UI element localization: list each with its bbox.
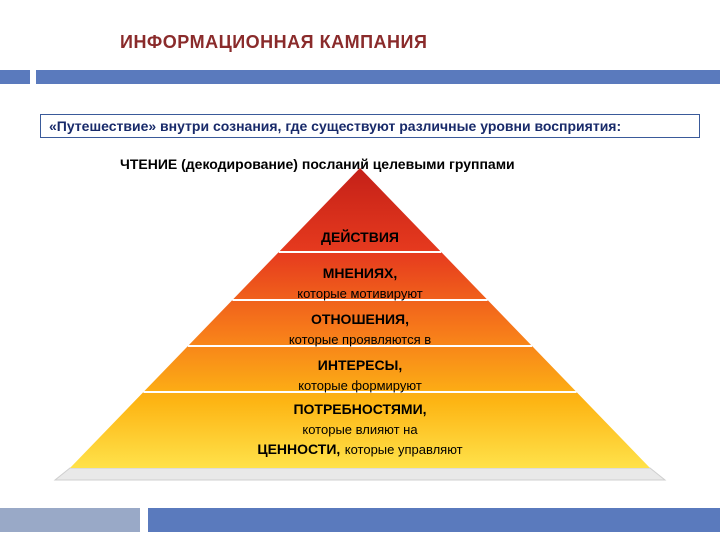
level-sub: которые проявляются в: [289, 332, 431, 347]
page-title: ИНФОРМАЦИОННАЯ КАМПАНИЯ: [120, 32, 427, 53]
pyramid: ДЕЙСТВИЯ МНЕНИЯХ, которые мотивируют ОТНОШЕ…: [0, 168, 720, 488]
level-extra-sub: которые управляют: [345, 442, 463, 457]
level-sub: которые влияют на: [302, 422, 417, 437]
pyramid-level-1: МНЕНИЯХ, которые мотивируют: [0, 264, 720, 304]
level-sub: которые мотивируют: [297, 286, 423, 301]
level-sub: которые формируют: [298, 378, 422, 393]
level-main: ИНТЕРЕСЫ,: [318, 357, 402, 373]
level-main: МНЕНИЯХ,: [323, 265, 398, 281]
level-main: ПОТРЕБНОСТЯМИ,: [293, 401, 426, 417]
bottom-bar-segment-right: [148, 508, 720, 532]
level-main: ОТНОШЕНИЯ,: [311, 311, 409, 327]
bottom-bar-segment-left: [0, 508, 140, 532]
pyramid-level-3: ИНТЕРЕСЫ, которые формируют: [0, 356, 720, 396]
subtitle-box: «Путешествие» внутри сознания, где сущес…: [40, 114, 700, 138]
bottom-accent-bar: [0, 502, 720, 540]
top-bar-segment-right: [36, 70, 720, 84]
pyramid-level-2: ОТНОШЕНИЯ, которые проявляются в: [0, 310, 720, 350]
top-bar-segment-left: [0, 70, 30, 84]
level-extra-main: ЦЕННОСТИ,: [257, 441, 340, 457]
pyramid-level-4: ПОТРЕБНОСТЯМИ, которые влияют на ЦЕННОСТИ,…: [0, 400, 720, 460]
pyramid-level-0: ДЕЙСТВИЯ: [0, 228, 720, 248]
level-main: ДЕЙСТВИЯ: [321, 229, 399, 245]
top-accent-bar: [0, 68, 720, 86]
